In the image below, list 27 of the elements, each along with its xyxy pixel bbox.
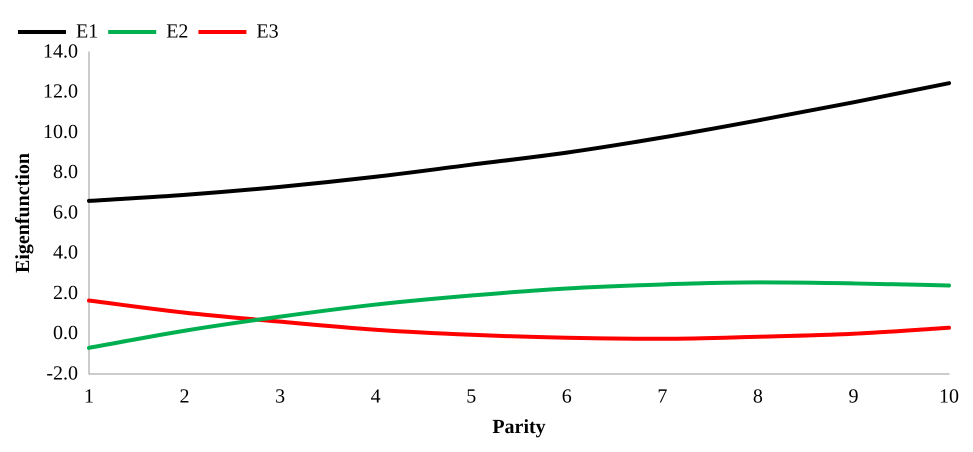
x-tick-label: 7 xyxy=(657,385,668,408)
y-tick-label: 14.0 xyxy=(43,40,78,62)
y-axis-title: Eigenfunction xyxy=(12,152,34,274)
y-tick-label: 12.0 xyxy=(43,80,78,102)
x-tick-label: 3 xyxy=(275,385,286,408)
x-tick-label: 1 xyxy=(84,385,94,408)
x-tick-label: 2 xyxy=(180,385,190,408)
legend-label: E3 xyxy=(256,20,279,42)
x-tick-label: 6 xyxy=(562,385,572,408)
x-tick-label: 9 xyxy=(848,385,858,408)
y-tick-label: 6.0 xyxy=(53,201,78,224)
y-tick-label: 2.0 xyxy=(53,282,78,304)
y-tick-label: 0.0 xyxy=(53,322,78,344)
y-tick-label: 10.0 xyxy=(43,120,78,143)
x-axis-title: Parity xyxy=(492,416,546,438)
line-series xyxy=(87,81,951,203)
x-tick-label: 5 xyxy=(466,385,476,408)
y-tick-label: 8.0 xyxy=(53,161,78,183)
y-tick-label: 4.0 xyxy=(53,242,78,264)
legend-label: E2 xyxy=(166,20,188,42)
x-tick-label: 4 xyxy=(370,385,381,408)
line-series xyxy=(87,280,951,350)
y-tick-label: -2.0 xyxy=(46,362,78,384)
x-tick-label: 8 xyxy=(752,385,763,408)
line-series xyxy=(87,298,951,341)
legend-label: E1 xyxy=(76,20,98,42)
x-tick-label: 10 xyxy=(939,385,959,408)
